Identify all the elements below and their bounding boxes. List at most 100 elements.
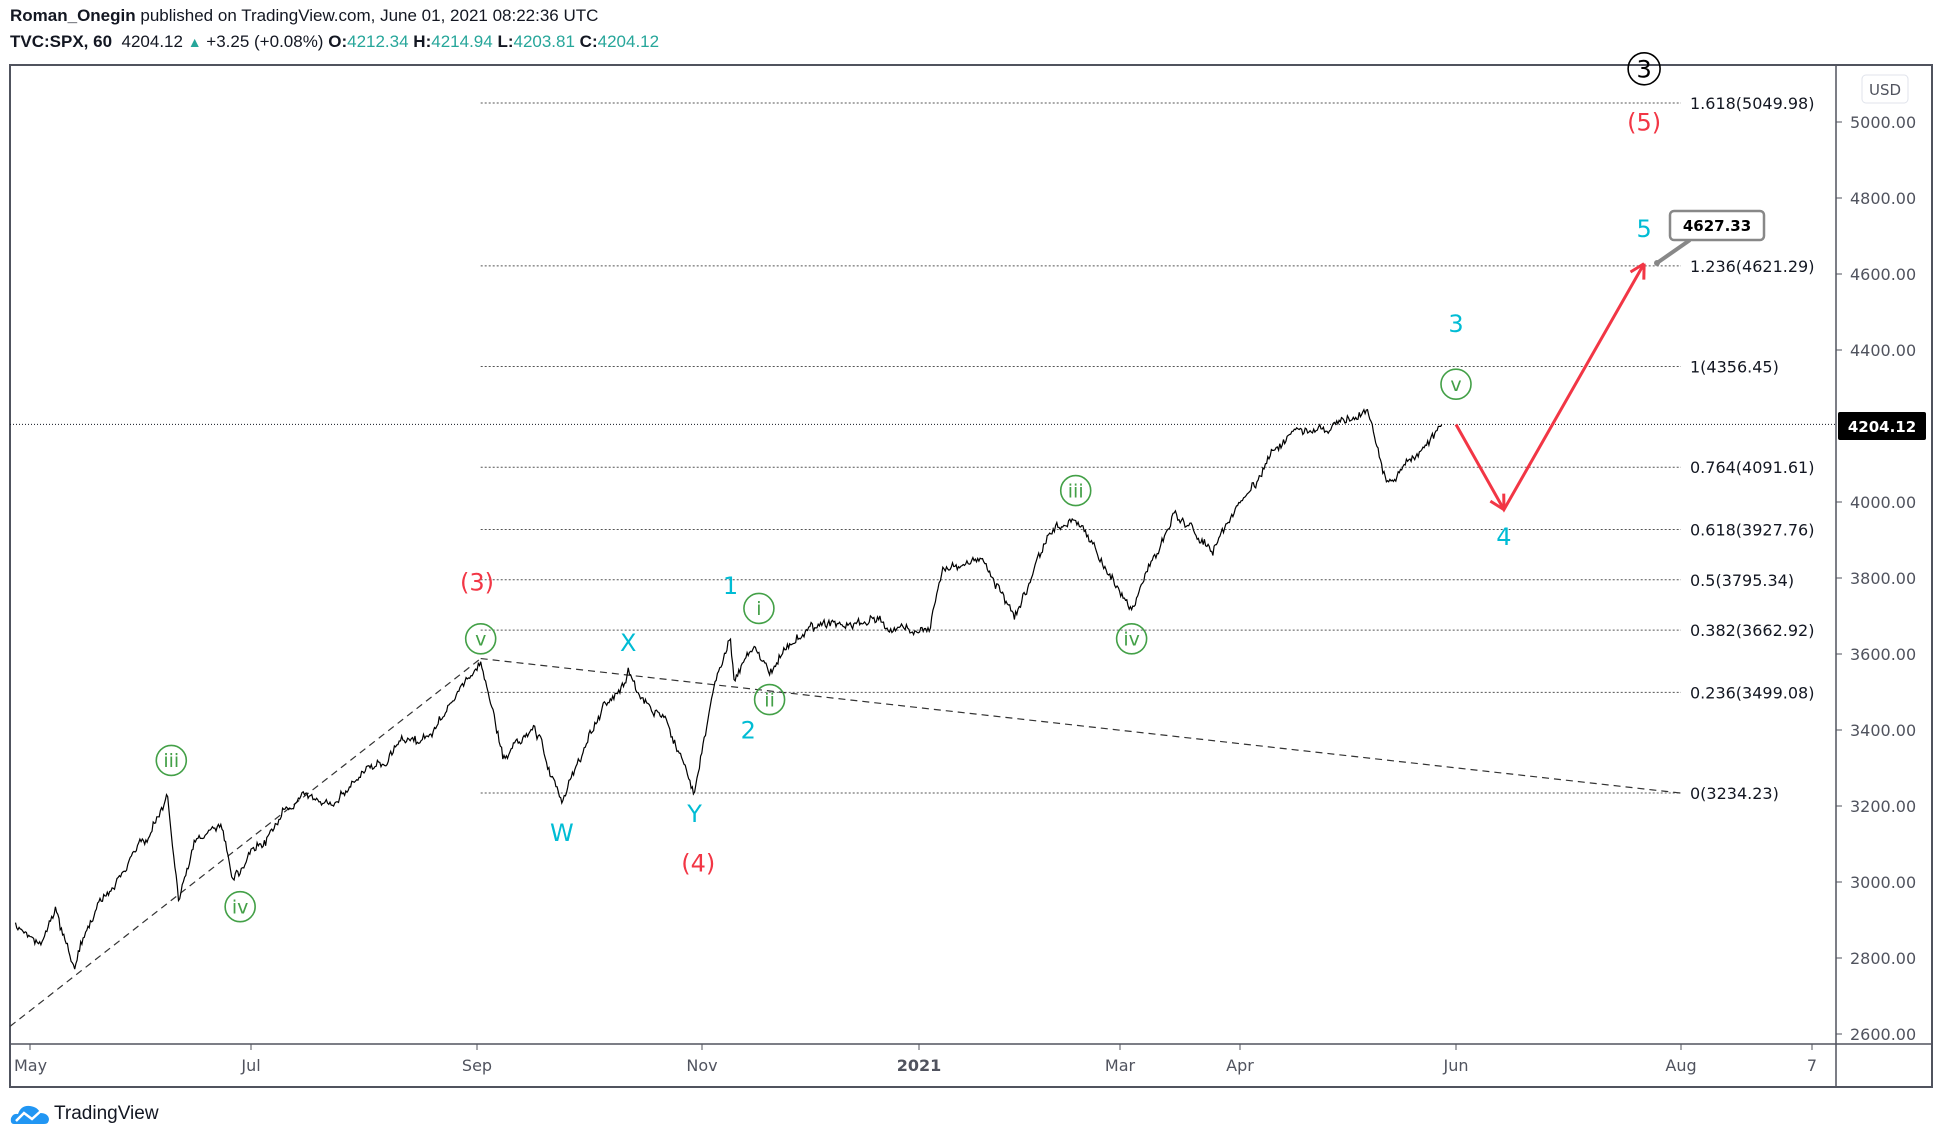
price-tick-label: 2600.00 bbox=[1850, 1025, 1916, 1044]
price-tick-label: 3800.00 bbox=[1850, 569, 1916, 588]
fib-level-label: 1.618(5049.98) bbox=[1690, 94, 1814, 113]
trendlines[interactable] bbox=[9, 657, 1682, 1027]
last-price: 4204.12 bbox=[121, 32, 183, 51]
author-name[interactable]: Roman_Onegin bbox=[10, 6, 136, 25]
currency-label: USD bbox=[1869, 81, 1901, 99]
fib-level-label: 0.618(3927.76) bbox=[1690, 520, 1814, 539]
close-value: 4204.12 bbox=[597, 32, 660, 51]
wave-label-circle bbox=[743, 592, 775, 625]
callout-anchor bbox=[1654, 260, 1660, 266]
wave-label: (4) bbox=[681, 850, 715, 878]
time-axis[interactable]: May Jul Sep Nov 2021 Mar Apr Jun Aug 7 bbox=[14, 1044, 1817, 1075]
high-value: 4214.94 bbox=[431, 32, 493, 51]
trendline bbox=[9, 658, 482, 1027]
tradingview-logo[interactable]: TradingView bbox=[10, 1102, 159, 1126]
price-change: +3.25 (+0.08%) bbox=[206, 32, 324, 51]
current-price-box bbox=[1838, 412, 1926, 440]
low-label: L: bbox=[497, 32, 514, 51]
wave-label-circle bbox=[1440, 368, 1472, 401]
chart-frame bbox=[9, 64, 1933, 1088]
projection-path[interactable] bbox=[1454, 262, 1646, 513]
wave-label-circle bbox=[1627, 52, 1661, 86]
currency-badge[interactable] bbox=[1861, 74, 1909, 104]
wave-label: W bbox=[550, 819, 574, 847]
close-label: C: bbox=[579, 32, 598, 51]
time-tick-label: Jul bbox=[240, 1056, 260, 1075]
time-tick-label: Aug bbox=[1665, 1056, 1696, 1075]
wave-label: iii bbox=[163, 750, 179, 772]
wave-label: v bbox=[1450, 374, 1461, 396]
open-value: 4212.34 bbox=[347, 32, 409, 51]
fib-level-label: 0.236(3499.08) bbox=[1690, 683, 1814, 702]
price-tick-label: 3600.00 bbox=[1850, 645, 1916, 664]
time-tick-label: Apr bbox=[1226, 1056, 1254, 1075]
wave-label: i bbox=[756, 598, 761, 620]
current-price-badge: 4204.12 bbox=[1838, 412, 1926, 440]
up-triangle-icon: ▲ bbox=[187, 34, 202, 50]
wave-label: v bbox=[475, 629, 486, 651]
wave-label: 1 bbox=[723, 572, 738, 600]
price-tick-label: 4600.00 bbox=[1850, 265, 1916, 284]
callout-pointer bbox=[1655, 238, 1692, 265]
time-tick-label: 7 bbox=[1807, 1056, 1817, 1075]
fib-level-label: 0.764(4091.61) bbox=[1690, 458, 1814, 477]
symbol: TVC:SPX, 60 bbox=[10, 32, 113, 51]
fib-level-label: 0.5(3795.34) bbox=[1690, 571, 1794, 590]
callout-text: 4627.33 bbox=[1683, 217, 1751, 235]
wave-label: Y bbox=[686, 800, 702, 828]
price-line bbox=[14, 408, 1443, 970]
wave-label: ii bbox=[764, 689, 775, 711]
price-tick-label: 5000.00 bbox=[1850, 113, 1916, 132]
wave-label-circle bbox=[464, 622, 497, 655]
wave-label: 5 bbox=[1636, 215, 1651, 243]
wave-label: X bbox=[620, 629, 636, 657]
fib-retracement[interactable]: 1.618(5049.98) 1.236(4621.29) 1(4356.45) 0.… bbox=[480, 94, 1815, 803]
price-tick-label: 3200.00 bbox=[1850, 797, 1916, 816]
wave-label: 3 bbox=[1636, 55, 1651, 83]
price-tick-label: 4400.00 bbox=[1850, 341, 1916, 360]
fib-level-label: 1.236(4621.29) bbox=[1690, 257, 1814, 276]
arrowhead bbox=[1489, 499, 1505, 511]
price-tick-label: 4800.00 bbox=[1850, 189, 1916, 208]
published-text: published on TradingView.com, June 01, 2… bbox=[140, 6, 599, 25]
callout-box bbox=[1668, 209, 1766, 242]
price-tick-label: 2800.00 bbox=[1850, 949, 1916, 968]
fib-level-label: 0.382(3662.92) bbox=[1690, 621, 1814, 640]
price-tick-label: 3000.00 bbox=[1850, 873, 1916, 892]
fib-level-label: 0(3234.23) bbox=[1690, 784, 1779, 803]
wave-label-circle bbox=[753, 683, 786, 716]
wave-label-circle bbox=[1115, 622, 1148, 655]
wave-label: iii bbox=[1068, 480, 1084, 502]
wave-label-circle bbox=[224, 890, 256, 923]
high-label: H: bbox=[413, 32, 432, 51]
price-axis[interactable]: 5000.00 4800.00 4600.00 4400.00 4000.00 3800.… bbox=[1836, 113, 1916, 1044]
price-tick-label: 4000.00 bbox=[1850, 493, 1916, 512]
time-tick-label: Nov bbox=[686, 1056, 717, 1075]
symbol-info: TVC:SPX, 60 4204.12 ▲ +3.25 (+0.08%) O:4… bbox=[10, 32, 659, 52]
wave-label: iv bbox=[232, 897, 249, 919]
wave-label: (5) bbox=[1627, 109, 1661, 137]
time-tick-label: May bbox=[14, 1056, 47, 1075]
wave-label-circle bbox=[155, 744, 188, 777]
fib-level-label: 1(4356.45) bbox=[1690, 358, 1779, 377]
time-tick-label: 2021 bbox=[897, 1056, 942, 1075]
publish-info: Roman_Onegin published on TradingView.co… bbox=[10, 6, 598, 26]
brand-name: TradingView bbox=[54, 1103, 159, 1124]
wave-label: (3) bbox=[460, 568, 494, 596]
price-callout[interactable]: 4627.33 bbox=[1654, 209, 1766, 266]
time-tick-label: Mar bbox=[1105, 1056, 1136, 1075]
time-tick-label: Jun bbox=[1443, 1056, 1469, 1075]
wave-label: 2 bbox=[741, 717, 756, 745]
wave-label: iv bbox=[1123, 629, 1140, 651]
time-tick-label: Sep bbox=[462, 1056, 492, 1075]
projection-arrow bbox=[1454, 262, 1646, 513]
wave-label: 3 bbox=[1448, 310, 1463, 338]
tradingview-cloud-icon bbox=[10, 1105, 50, 1124]
trendline bbox=[480, 657, 1682, 794]
arrowhead bbox=[1629, 262, 1645, 274]
current-price-text: 4204.12 bbox=[1848, 418, 1916, 436]
wave-label-circle bbox=[1059, 474, 1092, 507]
price-tick-label: 3400.00 bbox=[1850, 721, 1916, 740]
